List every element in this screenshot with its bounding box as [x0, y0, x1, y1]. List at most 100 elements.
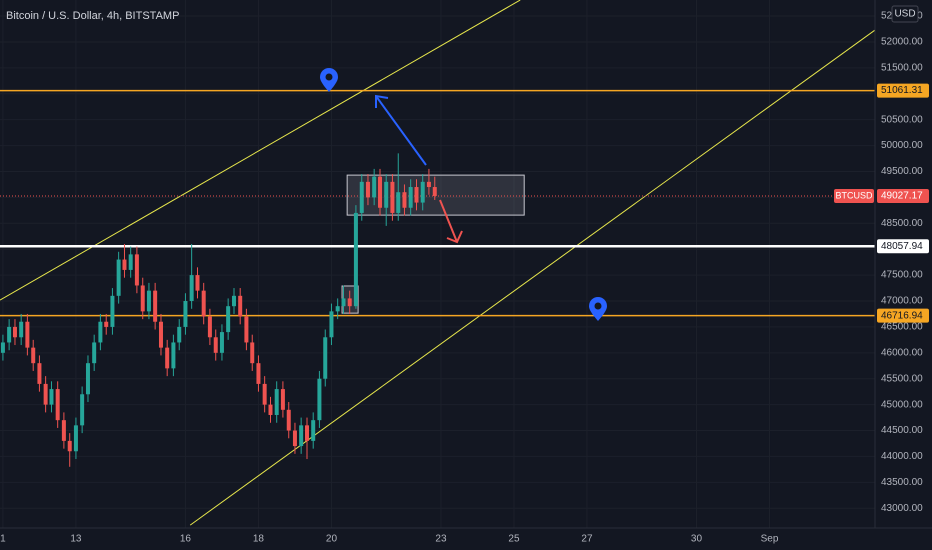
y-tick-label: 48500.00	[881, 218, 923, 229]
y-tick-label: 43000.00	[881, 503, 923, 514]
symbol-bg	[834, 188, 874, 203]
candle-body	[390, 181, 395, 213]
grid	[0, 0, 875, 530]
candle-body	[262, 383, 267, 405]
currency-button[interactable]	[891, 5, 919, 23]
candle-body	[365, 181, 370, 198]
candle-body	[347, 298, 352, 307]
x-tick-label: 20	[326, 534, 338, 545]
x-tick-label: 13	[70, 534, 82, 545]
y-tick-label: 45500.00	[881, 373, 923, 384]
y-tick-label: 49500.00	[881, 166, 923, 177]
candle-body	[238, 295, 243, 317]
candle-body	[341, 298, 346, 307]
price-label-bg	[877, 239, 929, 254]
overlay	[320, 68, 607, 321]
candle-body	[171, 342, 176, 369]
candle-body	[177, 326, 182, 343]
candle-body	[201, 290, 206, 317]
candle-body	[280, 389, 285, 410]
candle-body	[353, 212, 358, 307]
candle-body	[219, 332, 224, 353]
y-tick-label: 50000.00	[881, 140, 923, 151]
candle-body	[299, 425, 304, 447]
y-tick-label: 43500.00	[881, 477, 923, 488]
candle-body	[37, 363, 42, 384]
axes: 43000.00 43500.00 44000.00 44500.00 45000.00…	[0, 11, 929, 545]
y-tick-label: 47500.00	[881, 270, 923, 281]
x-tick-label: 16	[180, 534, 192, 545]
red-arrow	[439, 199, 458, 243]
pin-hole	[594, 302, 602, 310]
candle-body	[213, 337, 218, 353]
candle-body	[104, 321, 109, 327]
candle-body	[122, 259, 127, 270]
y-tick-label: 45000.00	[881, 399, 923, 410]
candle-body	[92, 342, 97, 364]
price-label: 46716.94	[881, 310, 923, 321]
x-tick-label: 18	[253, 534, 265, 545]
price-label: 51061.31	[881, 85, 923, 96]
candle-body	[67, 440, 72, 452]
candle-body	[61, 420, 66, 441]
candle-body	[274, 389, 279, 415]
candle-body	[25, 321, 30, 348]
candle-body	[250, 342, 255, 364]
candle-body	[153, 290, 158, 322]
candle-body	[304, 425, 309, 441]
candle-body	[207, 316, 212, 338]
candle-body	[189, 275, 194, 302]
last-price-label: 49027.17	[881, 191, 923, 202]
candle-body	[110, 295, 115, 327]
symbol-label: BTCUSD	[835, 190, 873, 200]
candle-body	[384, 181, 389, 208]
candle-body	[165, 347, 170, 369]
candle-body	[414, 187, 419, 203]
pin-hole	[325, 73, 333, 81]
y-tick-label: 44500.00	[881, 425, 923, 436]
candle-body	[19, 321, 24, 338]
price-label: 48057.94	[881, 241, 923, 252]
currency-label[interactable]: USD	[894, 9, 915, 20]
candle-body	[426, 181, 431, 188]
trendline	[0, 0, 521, 301]
candle-body	[286, 409, 291, 431]
candle-body	[317, 378, 322, 421]
last-price-bg	[877, 188, 929, 203]
price-label-bg	[877, 308, 929, 323]
candle-body	[244, 316, 249, 343]
candle-body	[195, 275, 200, 291]
trendline	[189, 29, 876, 526]
y-tick-label: 50500.00	[881, 114, 923, 125]
candle-body	[146, 290, 151, 312]
y-tick-label: 44000.00	[881, 451, 923, 462]
candle-body	[43, 383, 48, 405]
candle-body	[49, 389, 54, 405]
candle-body	[0, 342, 5, 353]
blue-arrow	[375, 95, 427, 166]
candle-body	[31, 347, 36, 364]
x-tick-label: 25	[508, 534, 520, 545]
candle-body	[323, 337, 328, 379]
candle-body	[85, 363, 90, 395]
candle-body	[292, 430, 297, 447]
time-axis	[0, 528, 932, 550]
candle-body	[158, 321, 163, 348]
candle-body	[134, 254, 139, 286]
candle-body	[98, 321, 103, 343]
y-tick-label: 52000.00	[881, 37, 923, 48]
x-tick-label: 1	[0, 534, 6, 545]
candle-body	[408, 187, 413, 208]
candle-body	[396, 192, 401, 213]
chart-title: Bitcoin / U.S. Dollar, 4h, BITSTAMP	[6, 10, 179, 22]
candle-body	[432, 187, 437, 196]
candle-body	[329, 311, 334, 338]
y-tick-label: 51500.00	[881, 63, 923, 74]
y-tick-label: 46000.00	[881, 347, 923, 358]
x-tick-label: 30	[691, 534, 703, 545]
candle-body	[268, 404, 273, 415]
blue-arrow-head	[375, 94, 389, 108]
candle-body	[372, 176, 377, 198]
